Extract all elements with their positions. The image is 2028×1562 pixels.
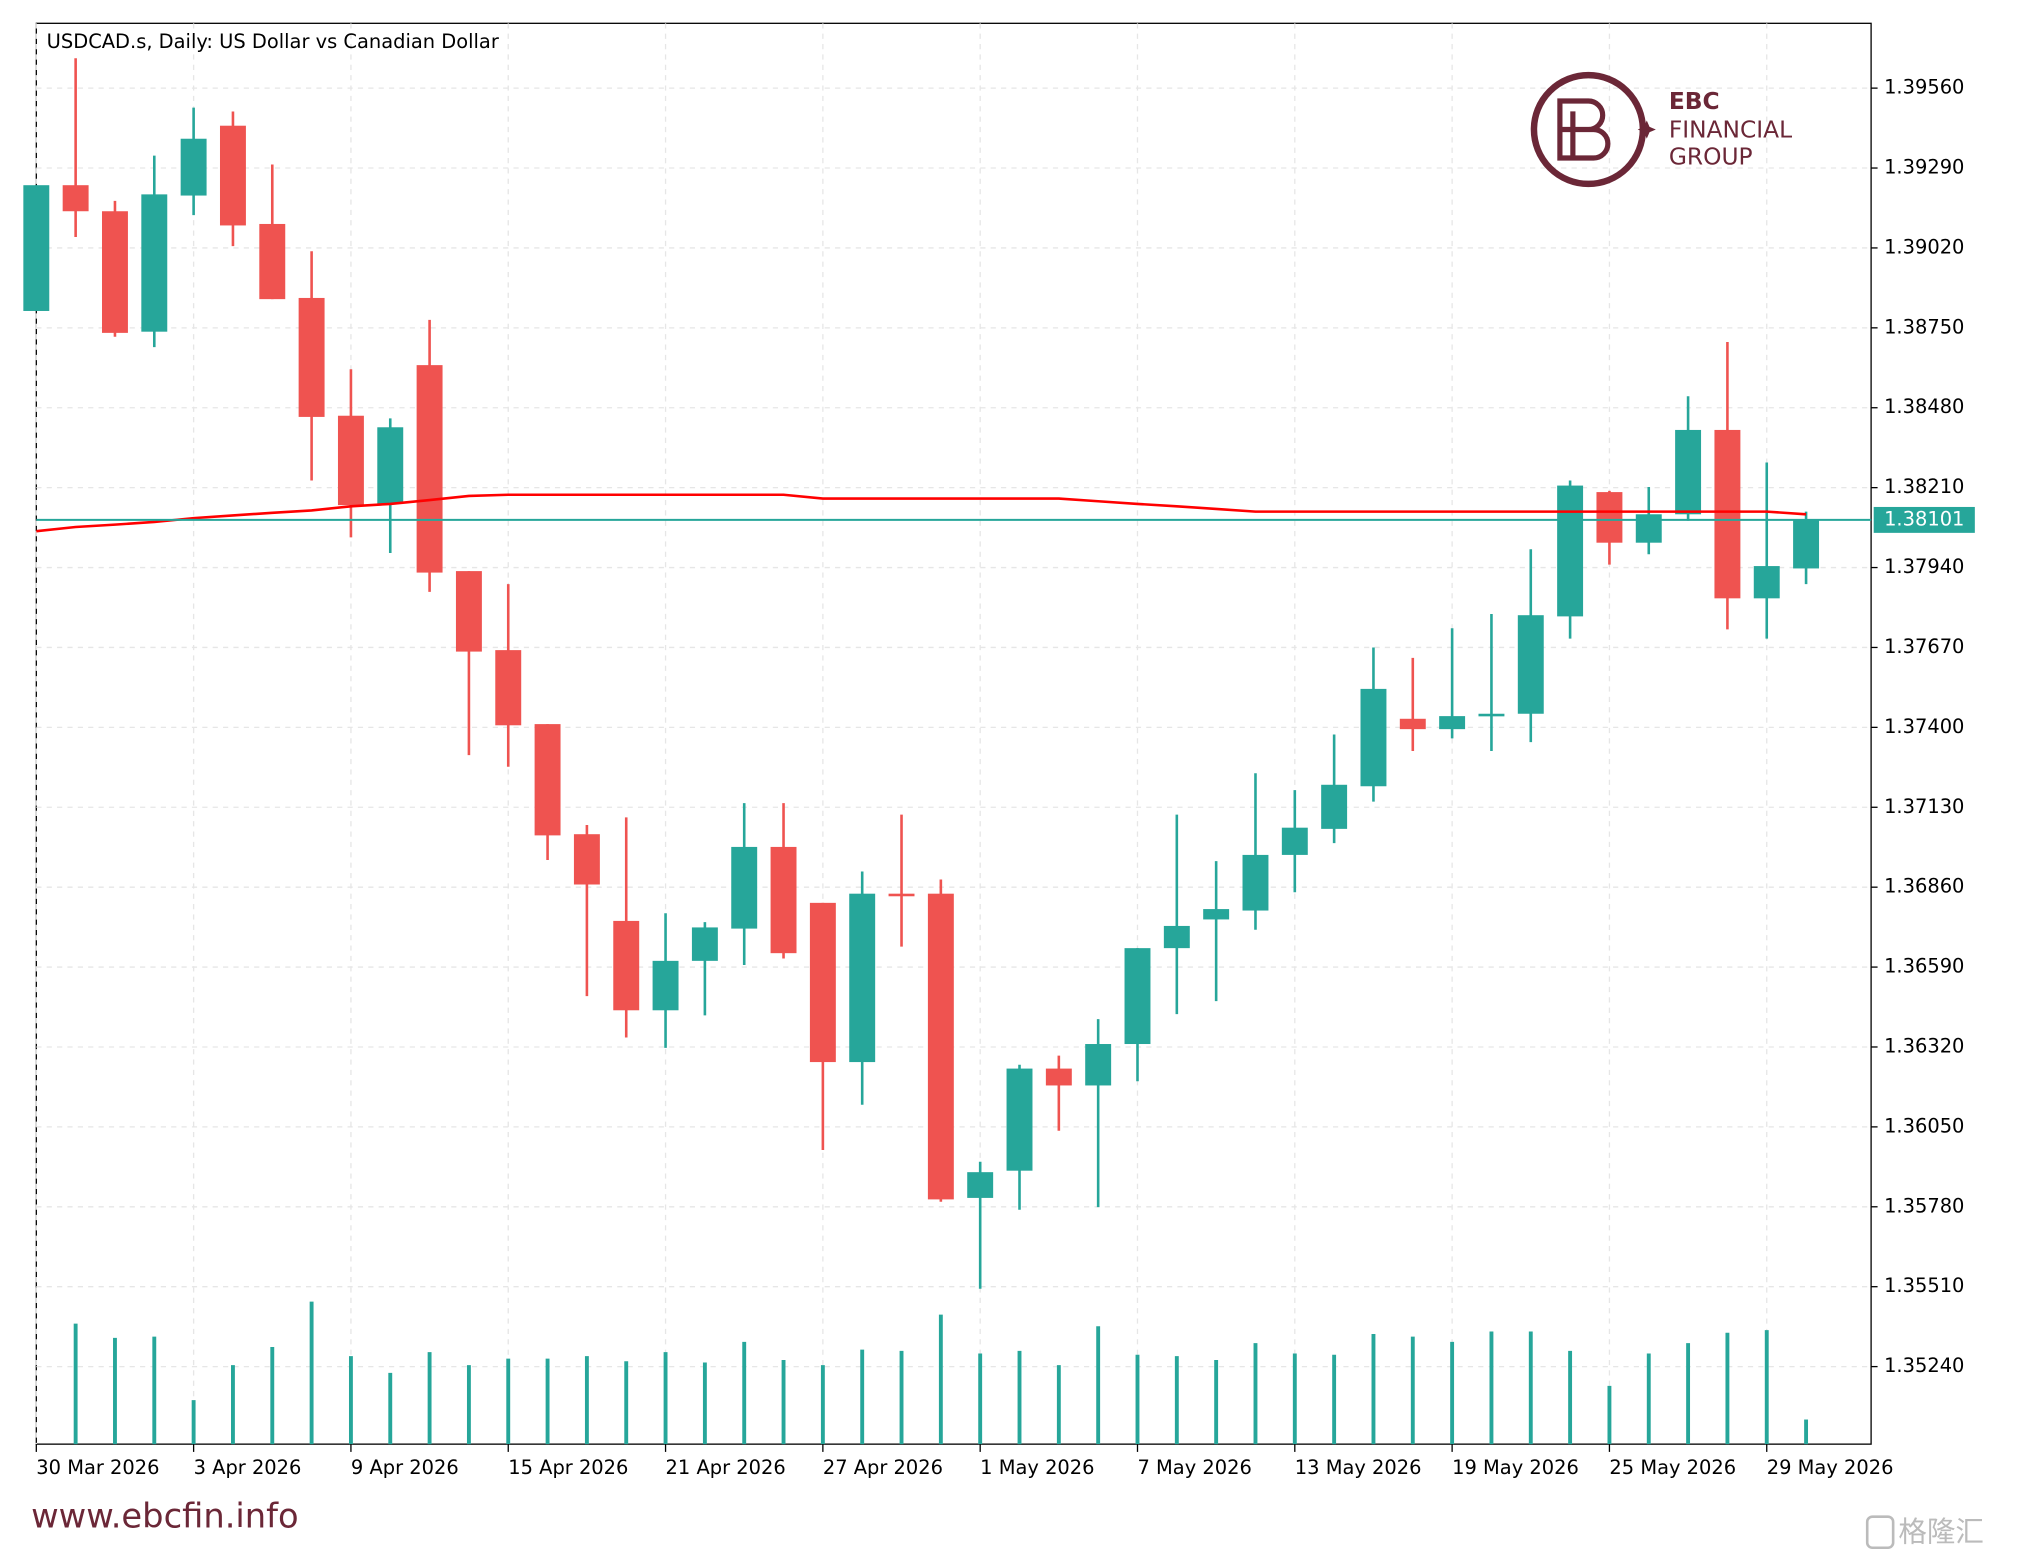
y-tick-label: 1.36320 bbox=[1884, 1034, 1964, 1057]
candle-body bbox=[652, 960, 679, 1011]
candle-body bbox=[1085, 1044, 1112, 1086]
x-tick-label: 19 May 2026 bbox=[1452, 1456, 1579, 1479]
candle-body bbox=[1635, 514, 1662, 543]
candle-body bbox=[613, 920, 640, 1011]
plot-frame bbox=[35, 22, 1872, 1445]
candle-body bbox=[141, 194, 168, 332]
candle-body bbox=[1281, 827, 1308, 855]
logo-mark bbox=[1557, 98, 1611, 161]
candle-body bbox=[23, 185, 50, 311]
y-tick-label: 1.39290 bbox=[1884, 156, 1964, 179]
candle-body bbox=[1714, 429, 1741, 599]
candle-body bbox=[534, 724, 561, 836]
y-tick-label: 1.37670 bbox=[1884, 635, 1964, 658]
x-tick-label: 15 Apr 2026 bbox=[508, 1456, 628, 1479]
marks bbox=[23, 58, 1872, 1445]
moving-average bbox=[36, 493, 1807, 533]
candle-body bbox=[101, 211, 128, 333]
candle-body bbox=[416, 365, 443, 573]
candle-body bbox=[62, 185, 89, 212]
candle-body bbox=[298, 297, 325, 417]
x-tick-label: 3 Apr 2026 bbox=[194, 1456, 302, 1479]
x-tick-label: 21 Apr 2026 bbox=[666, 1456, 786, 1479]
y-tick-label: 1.36050 bbox=[1884, 1114, 1964, 1137]
y-tick-label: 1.39560 bbox=[1884, 76, 1964, 99]
x-tick-label: 1 May 2026 bbox=[980, 1456, 1094, 1479]
y-tick-label: 1.38750 bbox=[1884, 315, 1964, 338]
x-tick-label: 13 May 2026 bbox=[1295, 1456, 1422, 1479]
x-tick-label: 25 May 2026 bbox=[1609, 1456, 1736, 1479]
candle-body bbox=[1675, 429, 1702, 515]
candle-body bbox=[573, 834, 600, 885]
candle-body bbox=[1321, 784, 1348, 829]
y-tick-label: 1.38480 bbox=[1884, 395, 1964, 418]
candle-body bbox=[1793, 519, 1820, 569]
y-tick-label: 1.37940 bbox=[1884, 555, 1964, 578]
y-tick-label: 1.35780 bbox=[1884, 1194, 1964, 1217]
x-tick-label: 27 Apr 2026 bbox=[823, 1456, 943, 1479]
logo: EBC FINANCIAL GROUP bbox=[1530, 71, 1792, 188]
watermark-icon bbox=[1865, 1515, 1895, 1550]
candle-body bbox=[1478, 713, 1505, 717]
y-tick-label: 1.37400 bbox=[1884, 715, 1964, 738]
y-tick-label: 1.36590 bbox=[1884, 955, 1964, 978]
candle-body bbox=[967, 1172, 994, 1198]
watermark: 格隆汇 bbox=[1898, 1516, 1984, 1549]
logo-text: FINANCIAL bbox=[1669, 116, 1792, 143]
x-tick-label: 9 Apr 2026 bbox=[351, 1456, 459, 1479]
candle-body bbox=[1360, 688, 1387, 787]
candle-body bbox=[927, 893, 954, 1200]
candle-body bbox=[1045, 1068, 1072, 1086]
logo-text: GROUP bbox=[1669, 144, 1753, 171]
candle-body bbox=[1753, 566, 1780, 599]
candle-body bbox=[259, 223, 286, 300]
candle-body bbox=[691, 927, 718, 961]
y-tick-label: 1.38210 bbox=[1884, 475, 1964, 498]
candle-body bbox=[1242, 854, 1269, 911]
y-tick-label: 1.37130 bbox=[1884, 795, 1964, 818]
candle-body bbox=[1439, 716, 1466, 730]
last-price-label: 1.38101 bbox=[1884, 507, 1964, 530]
x-tick-label: 7 May 2026 bbox=[1137, 1456, 1251, 1479]
candle-body bbox=[219, 125, 246, 226]
candle-body bbox=[809, 902, 836, 1063]
candle-body bbox=[1557, 485, 1584, 617]
logo-star bbox=[1637, 120, 1656, 139]
candle-body bbox=[849, 893, 876, 1063]
candle-body bbox=[1517, 615, 1544, 714]
candle-body bbox=[455, 571, 482, 652]
candle-body bbox=[377, 427, 404, 504]
candle-body bbox=[495, 650, 522, 726]
candle-body bbox=[1596, 492, 1623, 543]
candle-body bbox=[1006, 1068, 1033, 1171]
candle-body bbox=[337, 415, 364, 506]
candle-body bbox=[1124, 948, 1151, 1045]
y-tick-label: 1.35240 bbox=[1884, 1354, 1964, 1377]
last-price-box bbox=[1873, 506, 1975, 533]
y-tick-label: 1.35510 bbox=[1884, 1274, 1964, 1297]
y-tick-label: 1.39020 bbox=[1884, 235, 1964, 258]
x-tick-label: 29 May 2026 bbox=[1767, 1456, 1894, 1479]
website: www.ebcfin.info bbox=[31, 1496, 299, 1535]
logo-text: EBC bbox=[1669, 88, 1720, 115]
candle-body bbox=[888, 893, 915, 897]
chart-title: USDCAD.s, Daily: US Dollar vs Canadian D… bbox=[47, 30, 499, 53]
x-tick-label: 30 Mar 2026 bbox=[36, 1456, 159, 1479]
y-tick-label: 1.36860 bbox=[1884, 875, 1964, 898]
candle-body bbox=[1203, 909, 1230, 920]
candle-body bbox=[1399, 718, 1426, 730]
candle-body bbox=[180, 138, 207, 196]
candle-body bbox=[731, 846, 758, 929]
candle-body bbox=[1163, 925, 1190, 949]
candle-body bbox=[770, 846, 797, 954]
